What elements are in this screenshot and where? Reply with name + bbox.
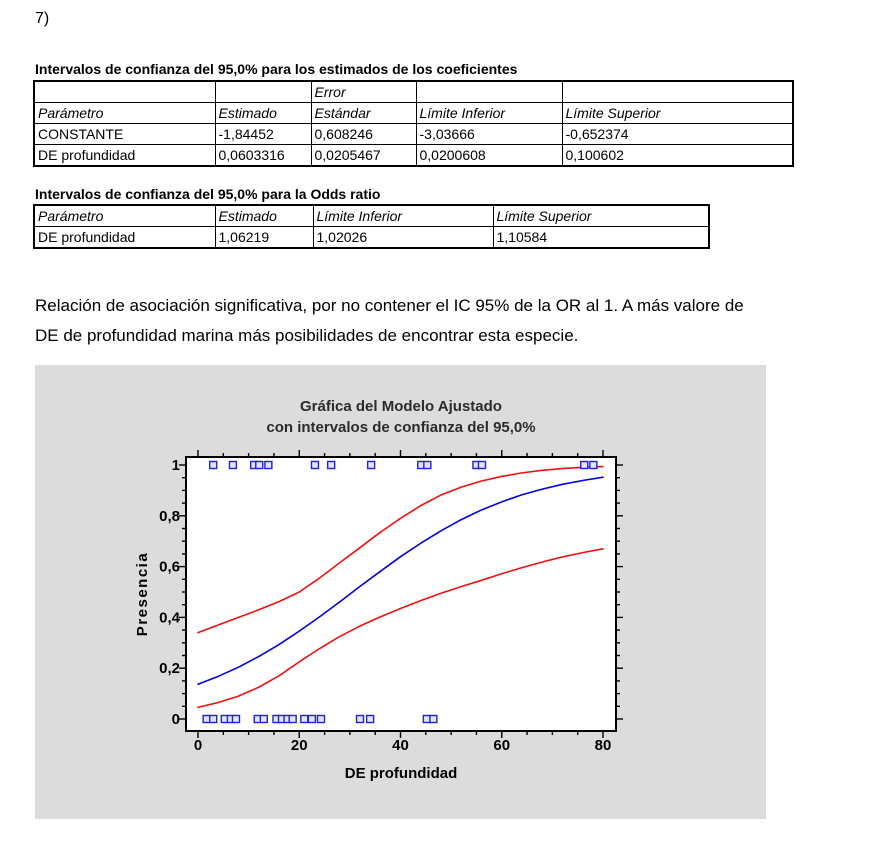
table-cell: 0,608246 [310, 123, 417, 145]
y-tick-label: 0,6 [159, 559, 180, 576]
table-row: Error [33, 80, 794, 103]
upper-confidence-line [197, 465, 604, 634]
y-axis-ticks [179, 464, 623, 720]
table-header-row: Parámetro Estimado Límite Inferior Límit… [33, 204, 710, 227]
table-cell: Parámetro [33, 102, 216, 124]
observation-points [202, 460, 598, 724]
table-cell: Parámetro [33, 204, 216, 227]
x-tick-label: 20 [291, 737, 308, 754]
y-tick-label: 1 [172, 457, 180, 474]
paragraph-line: Relación de asociación significativa, po… [35, 296, 744, 315]
y-tick-label: 0,4 [159, 609, 181, 626]
table-cell: 0,0200608 [415, 144, 563, 167]
y-tick-label: 0,8 [159, 508, 180, 525]
data-point-square [228, 460, 238, 470]
fitted-model-chart-panel: Gráfica del Modelo Ajustado con intervalo… [35, 365, 766, 819]
table-cell: DE profundidad [33, 226, 216, 249]
table-cell: 0,0603316 [214, 144, 312, 167]
plot-frame [185, 456, 617, 732]
data-point-square [326, 460, 336, 470]
table-cell: Estimado [214, 102, 312, 124]
table-cell: 1,10584 [492, 226, 710, 249]
data-point-square [365, 714, 375, 724]
data-point-square [429, 714, 438, 724]
data-point-square [300, 714, 309, 724]
chart-title: Gráfica del Modelo Ajustado [300, 398, 502, 415]
item-number: 7) [35, 10, 50, 27]
table-row: CONSTANTE -1,84452 0,608246 -3,03666 -0,… [33, 123, 794, 145]
data-point-square [259, 714, 269, 724]
data-point-square [316, 714, 326, 724]
table-cell: 1,06219 [214, 226, 314, 249]
data-point-square [288, 714, 297, 724]
table-cell: Límite Superior [492, 204, 710, 227]
table-row: DE profundidad 0,0603316 0,0205467 0,020… [33, 144, 794, 167]
y-tick-label: 0 [172, 711, 180, 728]
table-row: DE profundidad 1,06219 1,02026 1,10584 [33, 226, 710, 249]
lower-confidence-line [197, 548, 604, 709]
data-point-square [264, 460, 273, 470]
paragraph-line: DE de profundidad marina más posibilidad… [35, 326, 579, 345]
interpretation-paragraph: Relación de asociación significativa, po… [35, 291, 865, 351]
table-cell: Límite Superior [561, 102, 794, 124]
data-point-square [366, 460, 376, 470]
data-point-square [231, 714, 241, 724]
data-point-square [355, 714, 365, 724]
x-axis-ticks [197, 450, 604, 738]
odds-ratio-table-title: Intervalos de confianza del 95,0% para l… [35, 186, 381, 202]
x-tick-label: 0 [194, 737, 202, 754]
table-cell: -3,03666 [415, 123, 563, 145]
table-cell: -1,84452 [214, 123, 312, 145]
coefficients-table: Error Parámetro Estimado Estándar Límite… [33, 80, 794, 167]
x-tick-label: 40 [392, 737, 409, 754]
data-point-square [477, 460, 487, 470]
x-tick-label: 60 [493, 737, 510, 754]
y-tick-label: 0,2 [159, 660, 180, 677]
table-cell: Estándar [310, 102, 417, 124]
data-point-square [580, 460, 589, 470]
odds-ratio-table: Parámetro Estimado Límite Inferior Límit… [33, 204, 710, 249]
data-point-square [255, 460, 264, 470]
data-point-square [423, 460, 432, 470]
data-point-square [208, 460, 218, 470]
y-axis-label: Presencia [134, 552, 151, 636]
table-cell: Límite Inferior [312, 204, 494, 227]
data-point-square [208, 714, 218, 724]
table-header-row: Parámetro Estimado Estándar Límite Infer… [33, 102, 794, 124]
data-point-square [307, 714, 317, 724]
table-cell [415, 80, 563, 103]
table-cell: Estimado [214, 204, 314, 227]
table-cell: Límite Inferior [415, 102, 563, 124]
table-cell: 1,02026 [312, 226, 494, 249]
data-point-square [310, 460, 320, 470]
table-cell [214, 80, 312, 103]
table-cell [561, 80, 794, 103]
table-cell: 0,0205467 [310, 144, 417, 167]
x-axis-label: DE profundidad [345, 765, 458, 782]
table-cell [33, 80, 216, 103]
coefficients-table-title: Intervalos de confianza del 95,0% para l… [35, 61, 518, 77]
table-cell: CONSTANTE [33, 123, 216, 145]
table-cell: -0,652374 [561, 123, 794, 145]
chart-subtitle: con intervalos de confianza del 95,0% [266, 419, 535, 436]
x-tick-label: 80 [595, 737, 612, 754]
data-point-square [589, 460, 598, 470]
table-cell: Error [310, 80, 417, 103]
fitted-model-chart: Gráfica del Modelo Ajustado con intervalo… [134, 398, 623, 782]
fit-line [197, 476, 604, 686]
table-cell: 0,100602 [561, 144, 794, 167]
table-cell: DE profundidad [33, 144, 216, 167]
